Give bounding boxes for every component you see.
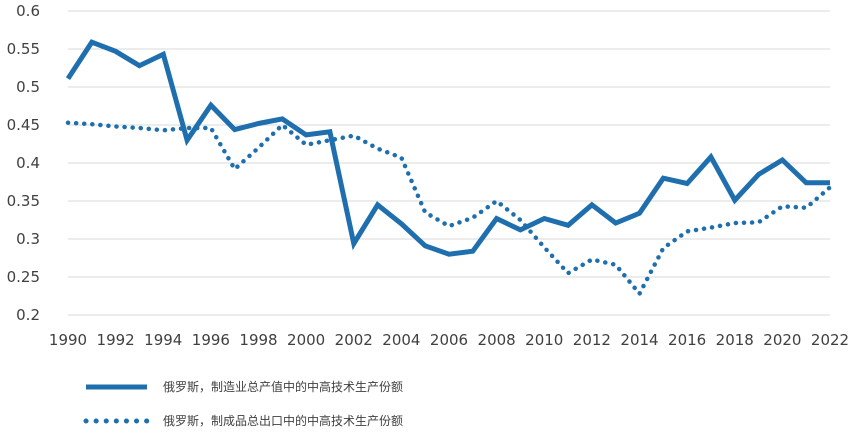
x-tick-label: 2016 [668,331,706,349]
x-tick-label: 2006 [430,331,468,349]
x-tick-label: 1994 [144,331,182,349]
y-tick-label: 0.55 [7,40,40,58]
x-axis-ticks: 1990 1992 1994 1996 1998 2000 2002 2004 2006 2008… [49,331,849,349]
y-tick-label: 0.35 [7,192,40,210]
x-tick-label: 2002 [335,331,373,349]
y-tick-label: 0.2 [16,306,40,324]
series-lines [65,39,833,296]
y-tick-label: 0.25 [7,268,40,286]
series-line-production-share [65,39,830,257]
x-tick-label: 1996 [192,331,230,349]
legend-label-export-share: 俄罗斯，制成品总出口中的中高技术生产份额 [163,413,403,428]
x-tick-label: 2004 [382,331,420,349]
x-tick-label: 1990 [49,331,87,349]
y-tick-label: 0.5 [16,78,40,96]
legend: 俄罗斯，制造业总产值中的中高技术生产份额 俄罗斯，制成品总出口中的中高技术生产份… [83,379,403,428]
y-tick-label: 0.4 [16,154,40,172]
x-tick-label: 2010 [525,331,563,349]
y-tick-label: 0.6 [16,2,40,20]
x-tick-label: 2000 [287,331,325,349]
x-tick-label: 2022 [811,331,849,349]
y-tick-label: 0.3 [16,230,40,248]
x-tick-label: 2012 [573,331,611,349]
x-tick-label: 2018 [716,331,754,349]
y-tick-label: 0.45 [7,116,40,134]
x-tick-label: 2014 [620,331,658,349]
x-tick-label: 1998 [239,331,277,349]
x-tick-label: 1992 [97,331,135,349]
legend-label-production-share: 俄罗斯，制造业总产值中的中高技术生产份额 [163,379,403,394]
x-tick-label: 2008 [478,331,516,349]
series-line-export-share [65,120,833,296]
x-tick-label: 2020 [763,331,801,349]
y-axis-ticks: 0.6 0.55 0.5 0.45 0.4 0.35 0.3 0.25 0.2 [7,2,40,324]
